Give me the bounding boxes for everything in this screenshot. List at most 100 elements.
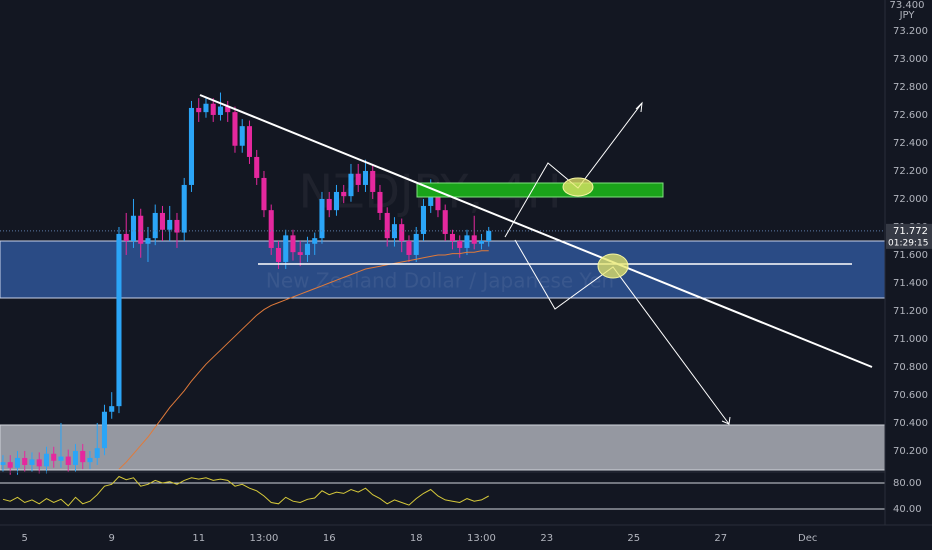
candle-body — [217, 106, 224, 115]
candle-body — [377, 191, 383, 213]
moving-average — [118, 250, 489, 470]
candle-body — [116, 233, 122, 407]
x-tick-label: 18 — [410, 533, 423, 544]
y-tick-label: 73.200 — [893, 26, 928, 37]
candle-body — [355, 173, 361, 185]
candle-body — [196, 107, 202, 113]
candle-body — [109, 406, 115, 412]
candle-body — [442, 210, 448, 234]
candle-body — [420, 205, 427, 234]
countdown-label: 01:29:15 — [888, 238, 928, 248]
highlight-ellipse — [597, 253, 629, 279]
y-tick-label: 71.200 — [893, 306, 928, 317]
candle-body — [413, 233, 419, 255]
candle-body — [304, 243, 311, 255]
y-tick-label: 71.400 — [893, 278, 928, 289]
candle-body — [341, 191, 347, 197]
candle-body — [435, 187, 441, 211]
bearish-path — [514, 239, 730, 425]
candle-body — [268, 210, 274, 248]
candle-body — [225, 106, 231, 113]
candle-body — [246, 126, 253, 157]
candle-body — [181, 184, 187, 233]
candle-body — [188, 107, 195, 185]
candle-body — [36, 459, 42, 467]
rsi-line — [2, 475, 489, 507]
y-tick-label: 70.400 — [893, 418, 928, 429]
candle-body — [43, 453, 50, 467]
candle-body — [290, 235, 296, 253]
candle-body — [123, 233, 129, 241]
candle-body — [159, 212, 166, 230]
highlight-ellipse — [562, 177, 594, 197]
x-tick-label: 16 — [323, 533, 336, 544]
candle-body — [22, 457, 28, 465]
rsi-tick-label: 80.00 — [893, 478, 922, 489]
x-tick-label: 25 — [627, 533, 640, 544]
candle-body — [478, 240, 485, 244]
candle-body — [152, 212, 158, 239]
trend-line — [199, 94, 873, 368]
watermark-sub: New Zealand Dollar / Japanese Yen — [266, 269, 614, 293]
y-tick-label: 72.800 — [893, 82, 928, 93]
y-tick-label: 72.600 — [893, 110, 928, 121]
candle-body — [362, 170, 369, 185]
candle-body — [239, 126, 245, 146]
x-tick-label: 23 — [540, 533, 553, 544]
candle-body — [283, 235, 289, 262]
candle-body — [464, 235, 470, 248]
candle-body — [29, 459, 35, 465]
candle-body — [87, 457, 93, 463]
candle-body — [348, 173, 354, 197]
top-price-label: 73.400 — [890, 0, 925, 11]
y-tick-label: 72.400 — [893, 138, 928, 149]
candle-body — [457, 240, 463, 248]
candle-body — [174, 219, 180, 233]
candle-body — [319, 198, 325, 239]
candle-body — [167, 219, 173, 230]
candle-body — [0, 462, 6, 465]
candle-body — [80, 450, 86, 463]
candle-body — [210, 103, 216, 115]
x-tick-label: 11 — [192, 533, 205, 544]
y-tick-label: 72.000 — [893, 194, 928, 205]
candle-body — [261, 177, 267, 211]
y-tick-label: 71.600 — [893, 250, 928, 261]
currency-label: JPY — [899, 10, 916, 21]
series — [0, 92, 885, 510]
last-price-label: 71.772 — [893, 226, 928, 237]
candle-body — [232, 112, 238, 146]
candle-body — [406, 240, 412, 255]
candle-body — [449, 233, 456, 241]
y-tick-label: 70.600 — [893, 390, 928, 401]
bullish-path — [504, 102, 643, 238]
candle-body — [72, 450, 79, 465]
candle-body — [333, 191, 340, 211]
arrow-head — [635, 101, 643, 113]
candle-body — [486, 230, 492, 241]
candle-body — [384, 212, 390, 239]
x-tick-label: 13:00 — [250, 533, 279, 544]
candle-body — [145, 238, 151, 244]
y-tick-label: 73.000 — [893, 54, 928, 65]
candle-body — [94, 448, 100, 458]
candle-body — [254, 156, 260, 178]
y-tick-label: 72.200 — [893, 166, 928, 177]
candle-body — [58, 456, 64, 461]
arrow-head — [721, 416, 731, 425]
last-price-tag — [886, 223, 932, 249]
x-tick-label: 5 — [22, 533, 28, 544]
candle-body — [399, 224, 405, 241]
y-tick-label: 70.200 — [893, 446, 928, 457]
candle-body — [203, 103, 209, 113]
candle-body — [391, 224, 398, 239]
candle-body — [471, 235, 477, 244]
demand-zone — [0, 424, 886, 471]
candle-body — [14, 457, 21, 468]
candle-body — [65, 456, 71, 465]
y-tick-label: 71.000 — [893, 334, 928, 345]
x-tick-label: Dec — [798, 533, 817, 544]
candle-body — [51, 453, 57, 461]
candle-body — [130, 215, 137, 241]
